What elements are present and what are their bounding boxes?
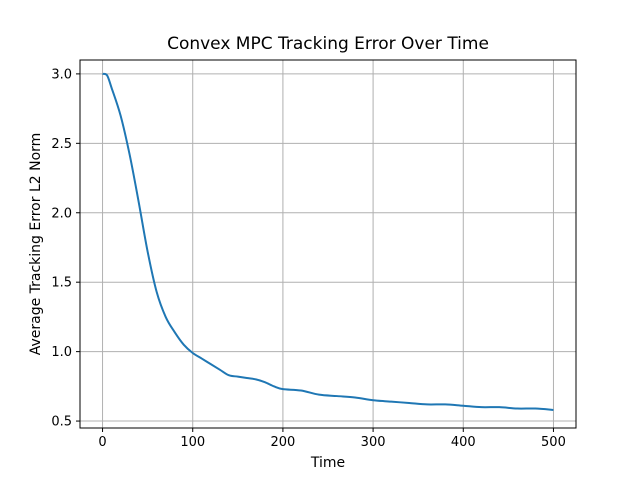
x-tick-label: 500 [541, 435, 566, 450]
y-tick-label: 3.0 [51, 67, 72, 82]
grid [80, 60, 576, 428]
x-tick-label: 100 [180, 435, 205, 450]
y-tick-label: 1.5 [51, 276, 72, 291]
x-tick-label: 0 [98, 435, 106, 450]
series-line [102, 72, 554, 411]
x-tick-label: 300 [361, 435, 386, 450]
x-axis-label: Time [310, 455, 345, 471]
y-tick-label: 1.0 [51, 345, 72, 360]
y-tick-label: 0.5 [51, 415, 72, 430]
plot-frame [79, 59, 577, 429]
x-tick-label: 400 [451, 435, 476, 450]
x-axis: 0 100 200 300 400 500 [98, 428, 566, 450]
x-tick-label: 200 [270, 435, 295, 450]
y-axis-label: Average Tracking Error L2 Norm [28, 133, 44, 356]
y-tick-label: 2.0 [51, 206, 72, 221]
y-axis: 0.5 1.0 1.5 2.0 2.5 3.0 [51, 67, 80, 430]
chart-title: Convex MPC Tracking Error Over Time [167, 34, 489, 54]
y-tick-label: 2.5 [51, 137, 72, 152]
